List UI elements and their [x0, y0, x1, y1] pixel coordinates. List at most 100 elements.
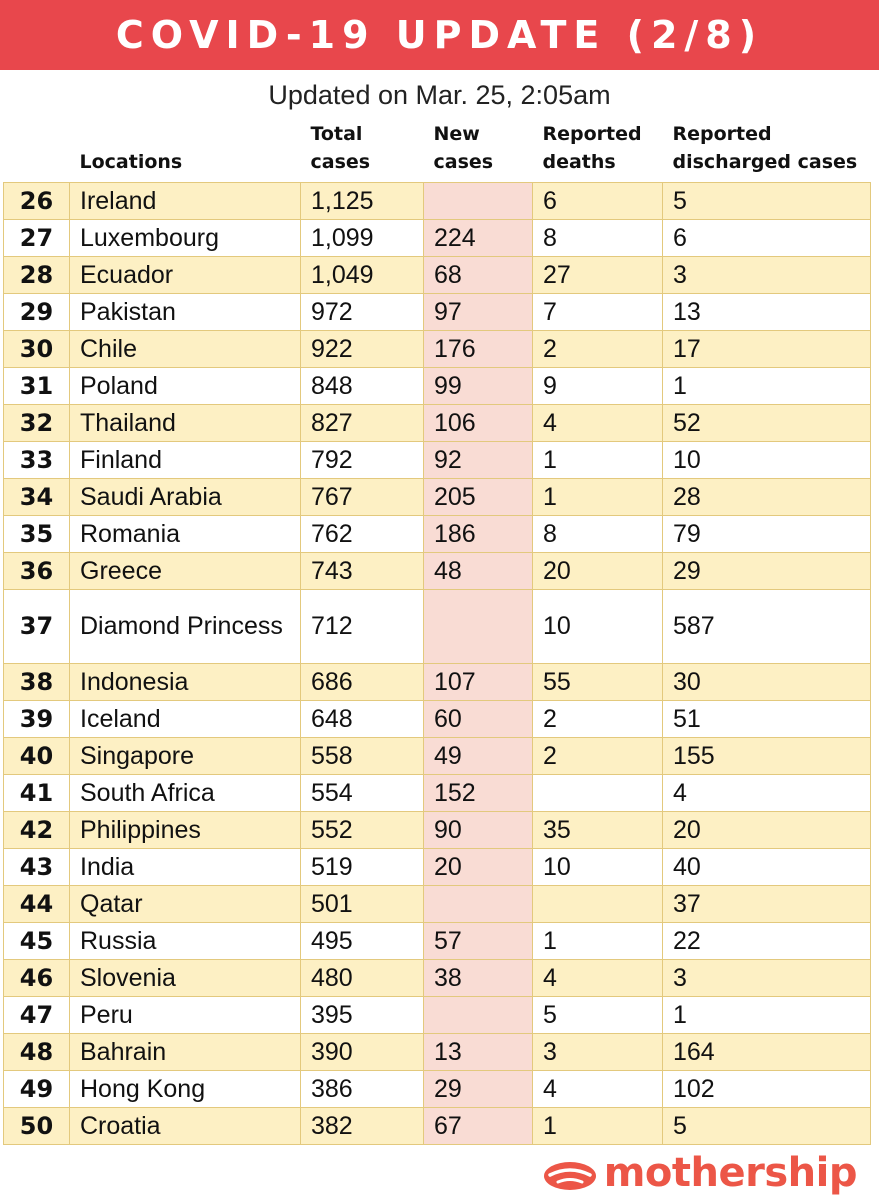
- reported-deaths-cell: [532, 885, 663, 923]
- table-row: 26 Ireland 1,125 6 5: [3, 182, 871, 220]
- rank-cell: 44: [3, 885, 70, 923]
- new-cases-cell: 49: [423, 737, 533, 775]
- reported-discharged-cell: 22: [662, 922, 871, 960]
- total-cases-cell: 712: [300, 589, 424, 664]
- table-row: 40 Singapore 558 49 2 155: [3, 737, 871, 775]
- total-cases-cell: 792: [300, 441, 424, 479]
- location-cell: Philippines: [69, 811, 301, 849]
- reported-discharged-cell: 17: [662, 330, 871, 368]
- location-cell: Singapore: [69, 737, 301, 775]
- total-cases-cell: 1,049: [300, 256, 424, 294]
- reported-deaths-cell: 1: [532, 1107, 663, 1145]
- table-row: 41 South Africa 554 152 4: [3, 774, 871, 812]
- reported-discharged-cell: 5: [662, 182, 871, 220]
- rank-cell: 27: [3, 219, 70, 257]
- new-cases-cell: [423, 885, 533, 923]
- rank-cell: 31: [3, 367, 70, 405]
- new-cases-cell: 176: [423, 330, 533, 368]
- reported-deaths-cell: 1: [532, 441, 663, 479]
- table-row: 29 Pakistan 972 97 7 13: [3, 293, 871, 331]
- table-row: 47 Peru 395 5 1: [3, 996, 871, 1034]
- reported-discharged-cell: 28: [662, 478, 871, 516]
- rank-cell: 30: [3, 330, 70, 368]
- location-cell: Qatar: [69, 885, 301, 923]
- table-row: 31 Poland 848 99 9 1: [3, 367, 871, 405]
- table-row: 38 Indonesia 686 107 55 30: [3, 663, 871, 701]
- total-cases-cell: 648: [300, 700, 424, 738]
- table-row: 42 Philippines 552 90 35 20: [3, 811, 871, 849]
- table-row: 43 India 519 20 10 40: [3, 848, 871, 886]
- table-row: 50 Croatia 382 67 1 5: [3, 1107, 871, 1145]
- rank-cell: 46: [3, 959, 70, 997]
- total-cases-cell: 686: [300, 663, 424, 701]
- location-cell: Hong Kong: [69, 1070, 301, 1108]
- covid-cases-table: Locations Total cases New cases Reported…: [3, 116, 871, 1145]
- location-cell: India: [69, 848, 301, 886]
- table-row: 32 Thailand 827 106 4 52: [3, 404, 871, 442]
- reported-discharged-cell: 37: [662, 885, 871, 923]
- new-cases-cell: 224: [423, 219, 533, 257]
- rank-cell: 38: [3, 663, 70, 701]
- location-cell: Romania: [69, 515, 301, 553]
- location-cell: Greece: [69, 552, 301, 590]
- reported-discharged-cell: 4: [662, 774, 871, 812]
- reported-deaths-cell: 2: [532, 330, 663, 368]
- reported-deaths-cell: 10: [532, 589, 663, 664]
- updated-timestamp: Updated on Mar. 25, 2:05am: [268, 80, 611, 110]
- location-cell: Poland: [69, 367, 301, 405]
- rank-cell: 26: [3, 182, 70, 220]
- reported-deaths-cell: 6: [532, 182, 663, 220]
- rank-cell: 49: [3, 1070, 70, 1108]
- rank-cell: 29: [3, 293, 70, 331]
- location-cell: Luxembourg: [69, 219, 301, 257]
- table-row: 34 Saudi Arabia 767 205 1 28: [3, 478, 871, 516]
- reported-discharged-cell: 102: [662, 1070, 871, 1108]
- new-cases-cell: [423, 589, 533, 664]
- table-row: 27 Luxembourg 1,099 224 8 6: [3, 219, 871, 257]
- new-cases-cell: 205: [423, 478, 533, 516]
- reported-discharged-cell: 5: [662, 1107, 871, 1145]
- reported-discharged-cell: 1: [662, 367, 871, 405]
- total-cases-cell: 495: [300, 922, 424, 960]
- reported-discharged-cell: 3: [662, 959, 871, 997]
- location-cell: Bahrain: [69, 1033, 301, 1071]
- reported-discharged-cell: 30: [662, 663, 871, 701]
- table-body: 26 Ireland 1,125 6 5 27 Luxembourg 1,099 224 8 6 28…: [3, 182, 871, 1145]
- reported-discharged-cell: 51: [662, 700, 871, 738]
- new-cases-cell: 97: [423, 293, 533, 331]
- rank-cell: 36: [3, 552, 70, 590]
- new-cases-cell: 57: [423, 922, 533, 960]
- reported-deaths-cell: 8: [532, 219, 663, 257]
- total-cases-cell: 552: [300, 811, 424, 849]
- table-row: 48 Bahrain 390 13 3 164: [3, 1033, 871, 1071]
- table-row: 39 Iceland 648 60 2 51: [3, 700, 871, 738]
- reported-deaths-cell: 4: [532, 404, 663, 442]
- rank-cell: 28: [3, 256, 70, 294]
- table-header-row: Locations Total cases New cases Reported…: [4, 116, 871, 183]
- reported-discharged-cell: 20: [662, 811, 871, 849]
- total-cases-cell: 382: [300, 1107, 424, 1145]
- table-row: 46 Slovenia 480 38 4 3: [3, 959, 871, 997]
- reported-deaths-cell: 2: [532, 700, 663, 738]
- mothership-logo-icon: [543, 1162, 596, 1190]
- rank-column-header: [4, 116, 70, 183]
- reported-deaths-cell: 55: [532, 663, 663, 701]
- new-cases-cell: 92: [423, 441, 533, 479]
- reported-discharged-cell: 79: [662, 515, 871, 553]
- location-cell: Ecuador: [69, 256, 301, 294]
- rank-cell: 39: [3, 700, 70, 738]
- rank-cell: 37: [3, 589, 70, 664]
- location-cell: Chile: [69, 330, 301, 368]
- reported-discharged-cell: 40: [662, 848, 871, 886]
- new-cases-cell: 20: [423, 848, 533, 886]
- reported-deaths-cell: 20: [532, 552, 663, 590]
- reported-deaths-cell: 4: [532, 959, 663, 997]
- total-cases-cell: 554: [300, 774, 424, 812]
- location-cell: Diamond Princess: [69, 589, 301, 664]
- rank-cell: 40: [3, 737, 70, 775]
- new-cases-cell: 38: [423, 959, 533, 997]
- location-cell: Croatia: [69, 1107, 301, 1145]
- rank-cell: 34: [3, 478, 70, 516]
- total-cases-cell: 922: [300, 330, 424, 368]
- table-row: 28 Ecuador 1,049 68 27 3: [3, 256, 871, 294]
